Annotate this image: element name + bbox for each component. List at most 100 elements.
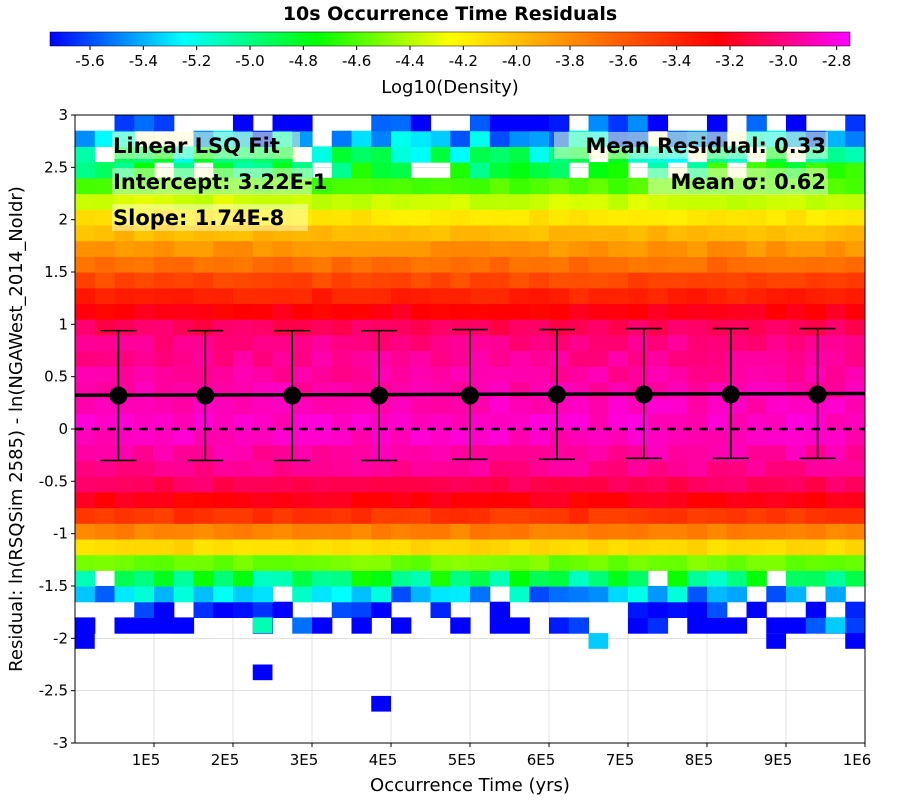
colorbar-tick-label: -5.4 <box>129 52 158 70</box>
heatmap-cell <box>391 350 412 367</box>
heatmap-cell <box>489 366 511 383</box>
heatmap-cell <box>470 193 491 210</box>
heatmap-cell <box>114 491 135 509</box>
heatmap-cell <box>825 460 846 477</box>
heatmap-cell <box>450 554 471 571</box>
heatmap-cell <box>173 476 195 493</box>
heatmap-cell <box>647 444 669 461</box>
heatmap-cell <box>746 303 767 320</box>
heatmap-cell <box>94 350 116 367</box>
heatmap-cell <box>292 272 313 289</box>
heatmap-cell <box>628 272 649 289</box>
heatmap-cell <box>726 476 748 493</box>
heatmap-cell <box>331 413 353 430</box>
heatmap-cell <box>825 224 846 242</box>
heatmap-cell <box>391 177 412 195</box>
heatmap-cell <box>628 570 649 587</box>
heatmap-cell <box>470 476 491 493</box>
heatmap-cell <box>805 617 827 634</box>
heatmap-cell <box>608 570 629 587</box>
heatmap-cell <box>667 334 688 352</box>
heatmap-cell <box>687 256 708 273</box>
heatmap-cell <box>509 570 530 587</box>
heatmap-cell <box>647 413 669 430</box>
intercept-box <box>112 168 312 195</box>
heatmap-cell <box>647 460 669 477</box>
heatmap-cell <box>845 554 865 571</box>
heatmap-cell <box>805 303 827 320</box>
heatmap-cell <box>549 224 570 242</box>
heatmap-cell <box>509 429 530 446</box>
heatmap-cell <box>489 570 511 587</box>
heatmap-cell <box>529 287 550 304</box>
heatmap-cell <box>805 601 827 618</box>
y-axis-label: Residual: ln(RSQSim 2585) - ln(NGAWest_2… <box>6 186 27 672</box>
heatmap-cell <box>687 413 708 430</box>
y-tick-label: 0.5 <box>44 368 68 386</box>
heatmap-cell <box>331 476 353 493</box>
heatmap-cell <box>628 476 649 493</box>
heatmap-cell <box>94 460 116 477</box>
heatmap-cell <box>312 444 333 461</box>
heatmap-cell <box>509 617 530 634</box>
heatmap-cell <box>75 272 96 289</box>
heatmap-cell <box>351 476 372 493</box>
heatmap-cell <box>252 491 274 509</box>
heatmap-cell <box>173 429 195 446</box>
heatmap-cell <box>588 240 609 257</box>
heatmap-cell <box>391 538 412 556</box>
heatmap-cell <box>173 240 195 257</box>
heatmap-cell <box>213 413 234 430</box>
heatmap-cell <box>568 224 590 242</box>
heatmap-cell <box>233 256 254 273</box>
heatmap-cell <box>391 130 412 147</box>
heatmap-cell <box>410 115 432 132</box>
heatmap-cell <box>568 240 590 257</box>
heatmap-cell <box>667 476 688 493</box>
heatmap-cell <box>726 350 748 367</box>
heatmap-cell <box>647 617 669 634</box>
heatmap-cell <box>588 586 609 603</box>
x-axis-ticks: 1E5 2E5 3E5 4E5 5E5 6E5 7E5 8E5 9E5 1E6 <box>132 743 871 769</box>
heatmap-cell <box>529 491 550 509</box>
heatmap-cell <box>786 586 807 603</box>
heatmap-cell <box>233 272 254 289</box>
heatmap-cell <box>173 538 195 556</box>
heatmap-cell <box>687 570 708 587</box>
heatmap-cell <box>233 366 254 383</box>
heatmap-cell <box>667 601 688 618</box>
heatmap-cell <box>608 303 629 320</box>
heatmap-cell <box>726 193 748 210</box>
heatmap-cell <box>154 538 175 556</box>
heatmap-cell <box>786 381 807 399</box>
heatmap-cell <box>351 429 372 446</box>
heatmap-cell <box>371 476 392 493</box>
heatmap-cell <box>489 256 511 273</box>
heatmap-cell <box>173 444 195 461</box>
heatmap-cell <box>608 177 629 195</box>
heatmap-cell <box>233 413 254 430</box>
mean-sigma-box <box>648 168 828 195</box>
heatmap-cell <box>331 523 353 540</box>
heatmap-cell <box>351 554 372 571</box>
heatmap-cell <box>134 586 155 603</box>
heatmap-cell <box>786 224 807 242</box>
heatmap-cell <box>549 350 570 367</box>
heatmap-cell <box>509 209 530 226</box>
heatmap-cell <box>134 303 155 320</box>
heatmap-cell <box>786 209 807 226</box>
heatmap-cell <box>667 554 688 571</box>
heatmap-cell <box>470 460 491 477</box>
mean-sigma-text: Mean σ: 0.62 <box>671 170 826 194</box>
heatmap-cell <box>75 162 96 179</box>
heatmap-cell <box>549 570 570 587</box>
heatmap-cell <box>292 507 313 524</box>
heatmap-cell <box>94 272 116 289</box>
heatmap-cell <box>430 240 451 257</box>
heatmap-cell <box>805 413 827 430</box>
heatmap-cell <box>391 272 412 289</box>
heatmap-cell <box>687 350 708 367</box>
heatmap-cell <box>371 319 392 336</box>
heatmap-cell <box>687 397 708 414</box>
heatmap-cell <box>687 617 708 634</box>
